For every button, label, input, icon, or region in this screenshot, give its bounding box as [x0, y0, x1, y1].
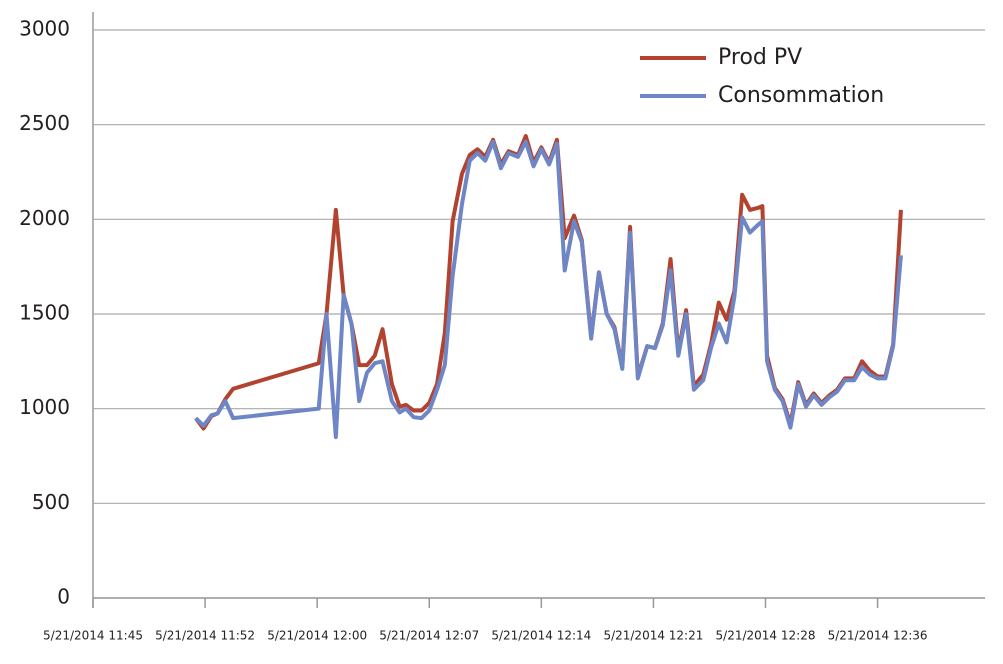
series-line [194, 139, 903, 440]
x-tick-label: 5/21/2014 12:28 [716, 629, 816, 643]
y-tick-label: 1000 [19, 395, 70, 419]
x-tick-label: 5/21/2014 11:45 [43, 629, 143, 643]
y-tick-label: 0 [57, 585, 70, 609]
x-tick-label: 5/21/2014 12:00 [267, 629, 367, 643]
y-tick-label: 500 [32, 490, 70, 514]
x-tick-label: 5/21/2014 12:21 [603, 629, 703, 643]
y-tick-label: 1500 [19, 301, 70, 325]
x-tick-label: 5/21/2014 12:14 [491, 629, 591, 643]
y-tick-label: 2000 [19, 206, 70, 230]
x-tick-label: 5/21/2014 12:36 [828, 629, 928, 643]
y-tick-label: 3000 [19, 17, 70, 41]
x-tick-label: 5/21/2014 12:07 [379, 629, 479, 643]
y-tick-label: 2500 [19, 111, 70, 135]
x-tick-label: 5/21/2014 11:52 [155, 629, 255, 643]
legend-label: Prod PV [718, 45, 802, 70]
legend-label: Consommation [718, 83, 884, 108]
series-line [194, 134, 903, 431]
